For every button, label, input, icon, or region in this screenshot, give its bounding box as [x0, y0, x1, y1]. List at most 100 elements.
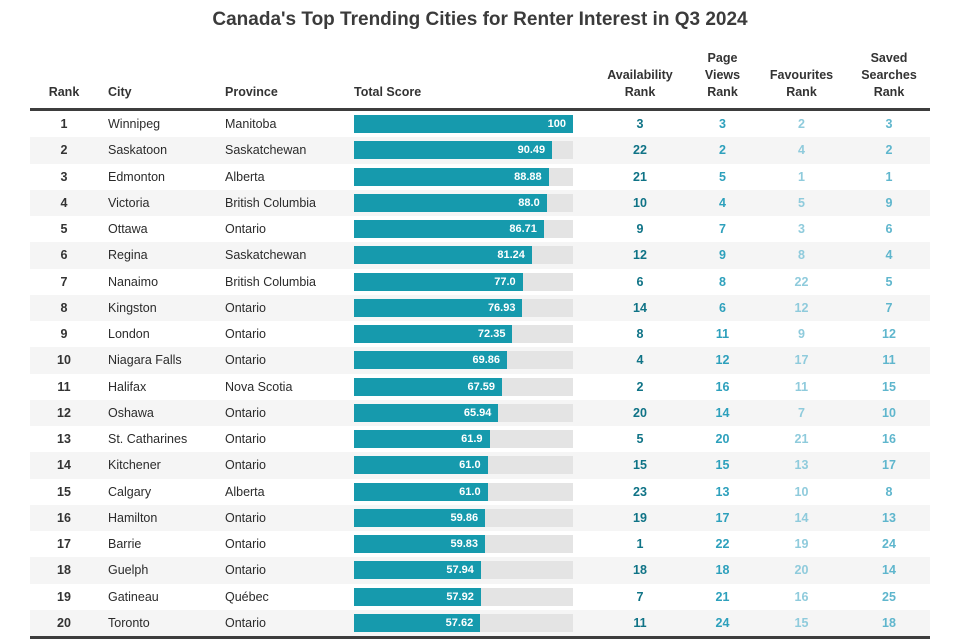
score-bar-track: 61.0	[354, 482, 573, 501]
favourites-rank-cell: 20	[794, 563, 809, 578]
score-value-label: 100	[547, 118, 566, 131]
score-value-label: 88.0	[518, 196, 540, 209]
table-row: 15 Calgary Alberta 61.0 23 13 10 8	[30, 479, 930, 505]
score-bar: 86.71	[354, 220, 544, 239]
province-cell: British Columbia	[225, 274, 317, 289]
page-views-rank-cell: 5	[719, 169, 726, 184]
total-score-cell: 61.0	[345, 456, 590, 475]
table-row: 12 Oshawa Ontario 65.94 20 14 7 10	[30, 399, 930, 426]
rank-cell: 3	[60, 169, 68, 184]
table-header-row: Rank City Province Total Score Availabil…	[30, 37, 930, 111]
score-bar: 77.0	[354, 272, 523, 291]
score-bar-track: 67.59	[354, 377, 573, 396]
saved-searches-rank-cell: 13	[882, 510, 896, 525]
province-cell: Ontario	[225, 353, 266, 368]
province-cell: Ontario	[225, 300, 266, 315]
city-cell: Barrie	[108, 537, 142, 552]
availability-rank-cell: 3	[636, 117, 644, 132]
score-bar-track: 57.62	[354, 613, 573, 632]
saved-searches-rank-cell: 3	[885, 117, 893, 132]
score-value-label: 86.71	[509, 223, 537, 236]
availability-rank-cell: 2	[636, 379, 644, 394]
availability-rank-cell: 14	[633, 300, 647, 315]
city-cell: Toronto	[108, 615, 150, 630]
favourites-rank-cell: 4	[798, 143, 805, 158]
favourites-rank-cell: 15	[794, 615, 809, 630]
page-views-rank-cell: 16	[715, 379, 730, 394]
page-views-rank-cell: 12	[715, 353, 730, 368]
availability-rank-cell: 8	[636, 327, 644, 342]
score-bar: 88.88	[354, 167, 549, 186]
saved-searches-rank-cell: 6	[885, 222, 893, 237]
favourites-rank-cell: 21	[794, 432, 809, 447]
favourites-rank-cell: 17	[794, 353, 809, 368]
total-score-cell: 57.62	[345, 613, 590, 632]
saved-searches-rank-cell: 11	[882, 353, 896, 368]
page-views-rank-cell: 11	[715, 327, 730, 342]
table-row: 10 Niagara Falls Ontario 69.86 4 12 17 1…	[30, 347, 930, 374]
page-views-rank-cell: 21	[715, 589, 730, 604]
province-cell: Nova Scotia	[225, 379, 293, 394]
score-value-label: 57.92	[446, 590, 474, 603]
table-row: 2 Saskatoon Saskatchewan 90.49 22 2 4 2	[30, 137, 930, 164]
saved-searches-rank-cell: 8	[885, 484, 893, 499]
total-score-cell: 90.49	[345, 141, 590, 160]
city-cell: Saskatoon	[108, 143, 168, 158]
score-bar: 57.94	[354, 561, 481, 580]
header-availability-rank: Availability Rank	[607, 68, 673, 99]
rank-cell: 16	[57, 510, 71, 525]
saved-searches-rank-cell: 1	[885, 169, 893, 184]
city-cell: Winnipeg	[108, 117, 161, 132]
province-cell: Manitoba	[225, 117, 277, 132]
availability-rank-cell: 18	[633, 563, 647, 578]
rank-cell: 15	[57, 484, 71, 499]
availability-rank-cell: 4	[636, 353, 644, 368]
favourites-rank-cell: 10	[794, 484, 809, 499]
city-cell: London	[108, 327, 150, 342]
score-value-label: 65.94	[463, 406, 492, 419]
city-cell: Victoria	[108, 195, 150, 210]
saved-searches-rank-cell: 2	[885, 143, 893, 158]
province-cell: Ontario	[225, 432, 266, 447]
province-cell: Saskatchewan	[225, 248, 307, 263]
score-bar-track: 86.71	[354, 220, 573, 239]
page-views-rank-cell: 14	[715, 405, 730, 420]
province-cell: British Columbia	[225, 195, 317, 210]
city-cell: Calgary	[108, 484, 152, 499]
score-bar: 67.59	[354, 377, 503, 396]
total-score-cell: 57.94	[345, 561, 590, 580]
rank-cell: 2	[60, 143, 68, 158]
city-cell: Gatineau	[108, 589, 159, 604]
score-value-label: 76.93	[487, 301, 516, 314]
total-score-cell: 88.88	[345, 167, 590, 186]
favourites-rank-cell: 1	[798, 169, 805, 184]
page-views-rank-cell: 15	[715, 458, 730, 473]
header-saved-searches-rank: Saved Searches Rank	[861, 51, 917, 99]
score-bar-track: 59.86	[354, 508, 573, 527]
table-row: 5 Ottawa Ontario 86.71 9 7 3 6	[30, 216, 930, 242]
score-value-label: 61.0	[459, 459, 481, 472]
table-row: 19 Gatineau Québec 57.92 7 21 16 25	[30, 584, 930, 610]
score-value-label: 57.62	[445, 616, 474, 629]
table-row: 1 Winnipeg Manitoba 100 3 3 2 3	[30, 111, 930, 137]
score-value-label: 72.35	[477, 328, 506, 341]
saved-searches-rank-cell: 4	[885, 248, 893, 263]
page-views-rank-cell: 13	[715, 484, 730, 499]
score-bar: 81.24	[354, 246, 532, 265]
header-rank: Rank	[48, 85, 80, 99]
saved-searches-rank-cell: 18	[882, 615, 896, 630]
favourites-rank-cell: 8	[798, 248, 805, 263]
score-bar: 72.35	[354, 325, 513, 344]
province-cell: Ontario	[225, 405, 266, 420]
table-row: 3 Edmonton Alberta 88.88 21 5 1 1	[30, 164, 930, 190]
rank-cell: 4	[60, 195, 68, 210]
trending-cities-table: Rank City Province Total Score Availabil…	[30, 37, 930, 639]
city-cell: Regina	[108, 248, 148, 263]
total-score-cell: 65.94	[345, 403, 590, 422]
availability-rank-cell: 12	[633, 248, 647, 263]
province-cell: Ontario	[225, 458, 266, 473]
table-row: 4 Victoria British Columbia 88.0 10 4 5 …	[30, 189, 930, 216]
table-row: 17 Barrie Ontario 59.83 1 22 19 24	[30, 531, 930, 557]
page-views-rank-cell: 6	[719, 300, 726, 315]
total-score-cell: 61.0	[345, 482, 590, 501]
